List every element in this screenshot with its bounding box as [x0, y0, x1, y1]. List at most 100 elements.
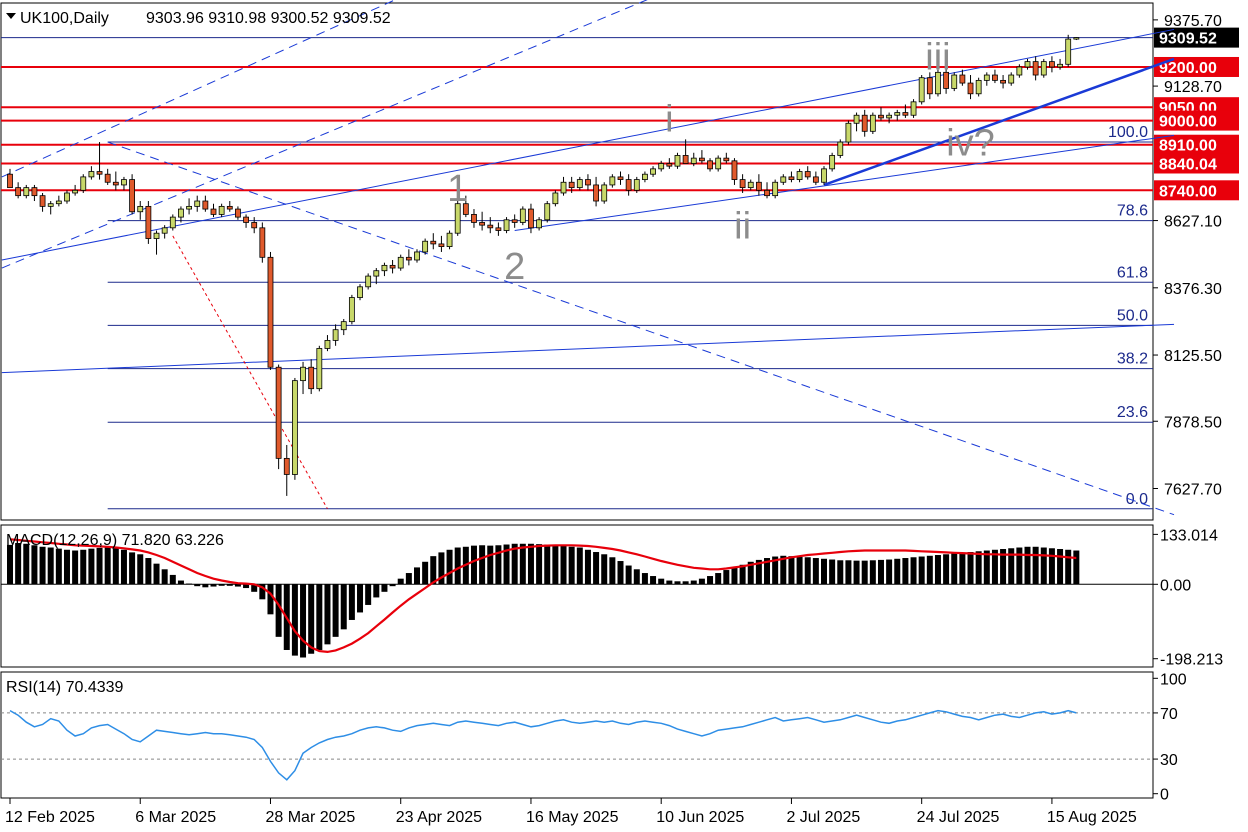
macd-bar: [837, 560, 844, 585]
level-price-label: 8840.04: [1159, 156, 1217, 173]
macd-bar: [910, 557, 917, 585]
price-axis: 9375.70 9128.70 8627.10 8376.30 8125.50 7878.…: [1153, 13, 1222, 498]
candle-body: [910, 101, 917, 116]
trendline: [107, 141, 1175, 516]
candle-body: [316, 348, 323, 390]
fib-level-label: 78.6: [1117, 203, 1148, 220]
macd-bar: [845, 560, 852, 585]
macd-bar: [536, 544, 543, 585]
macd-bar: [1008, 548, 1015, 585]
macd-panel[interactable]: [0, 524, 1154, 668]
level-price-box: [1154, 56, 1239, 77]
macd-bar: [112, 548, 119, 585]
time-tick-label: 28 Mar 2025: [265, 809, 355, 826]
candle-body: [755, 181, 762, 191]
candle-body: [169, 216, 176, 229]
price-tick-label: 7878.50: [1164, 414, 1222, 431]
candlesticks[interactable]: [7, 34, 1080, 496]
macd-bar: [975, 551, 982, 585]
candle-body: [975, 79, 982, 95]
candle-body: [861, 114, 868, 132]
macd-bar: [991, 549, 998, 585]
candle-body: [267, 256, 274, 368]
candle-body: [202, 200, 209, 210]
macd-bar: [414, 567, 420, 585]
level-price-box: [1154, 110, 1239, 131]
time-tick-label: 16 May 2025: [526, 809, 619, 826]
time-tick-label: 6 Mar 2025: [135, 809, 216, 826]
macd-bar: [918, 556, 925, 585]
macd-bar: [210, 584, 217, 587]
candle-body: [959, 74, 966, 84]
current-price-box: [1154, 27, 1239, 48]
candle-body: [72, 189, 79, 194]
time-tick-label: 10 Jun 2025: [656, 809, 744, 826]
macd-bar: [674, 581, 681, 585]
price-panel[interactable]: [0, 2, 1154, 521]
macd-bar: [934, 555, 941, 585]
rsi-line: [9, 709, 1077, 781]
rsi-panel[interactable]: [0, 671, 1154, 799]
candle-body: [471, 214, 477, 223]
macd-bar: [194, 584, 201, 587]
candle-body: [1024, 61, 1031, 68]
candle-body: [804, 171, 811, 178]
candle-body: [275, 366, 282, 459]
candle-body: [552, 192, 559, 205]
macd-bar: [682, 581, 689, 585]
macd-bar: [446, 549, 453, 585]
level-price-box: [1154, 153, 1239, 174]
macd-bar: [576, 547, 583, 585]
dropdown-triangle-icon[interactable]: [6, 13, 16, 19]
candle-body: [1073, 37, 1080, 40]
candle-body: [821, 168, 827, 183]
candle-body: [96, 171, 103, 175]
candle-body: [186, 205, 192, 210]
macd-bar: [1000, 549, 1007, 585]
time-tick-label: 2 Jul 2025: [786, 809, 860, 826]
candle-body: [23, 187, 30, 197]
candle-body: [853, 114, 860, 124]
macd-bar: [568, 546, 575, 585]
macd-bar: [161, 569, 168, 585]
candle-body: [365, 275, 372, 288]
level-price-label: 8910.00: [1159, 138, 1217, 155]
ohlc-readout: 9303.96 9310.98 9300.52 9309.52: [146, 10, 391, 27]
rsi-tick-label: 30: [1160, 752, 1178, 769]
macd-bar: [877, 559, 884, 585]
candle-body: [64, 192, 70, 202]
macd-bar: [788, 556, 795, 585]
candle-body: [992, 74, 998, 81]
candle-body: [650, 168, 656, 175]
price-tick-label: 8125.50: [1164, 348, 1222, 365]
macd-bar: [902, 558, 909, 585]
macd-bar: [967, 552, 974, 585]
candle-body: [528, 208, 534, 229]
candle-body: [1065, 38, 1072, 65]
macd-bar: [479, 545, 486, 585]
macd-bar: [31, 545, 38, 585]
macd-bar: [959, 552, 966, 585]
fib-level-label: 50.0: [1117, 307, 1148, 324]
trendline: [1, 0, 648, 269]
macd-tick-label: 0.00: [1160, 577, 1191, 594]
macd-bar: [519, 543, 526, 585]
price-tick-label: 9375.70: [1164, 13, 1222, 30]
macd-bar: [470, 545, 477, 585]
candle-body: [161, 227, 168, 234]
candle-body: [690, 157, 697, 164]
candle-body: [348, 297, 355, 323]
candle-body: [1000, 79, 1006, 84]
macd-bar: [593, 552, 600, 585]
macd-bar: [544, 544, 551, 585]
macd-bar: [438, 552, 445, 585]
wave-label: ii: [734, 206, 751, 248]
candle-body: [780, 176, 787, 183]
macd-bar: [80, 549, 87, 585]
candle-body: [772, 181, 779, 197]
macd-bar: [96, 547, 103, 585]
candle-body: [585, 179, 591, 186]
candle-body: [121, 179, 127, 186]
